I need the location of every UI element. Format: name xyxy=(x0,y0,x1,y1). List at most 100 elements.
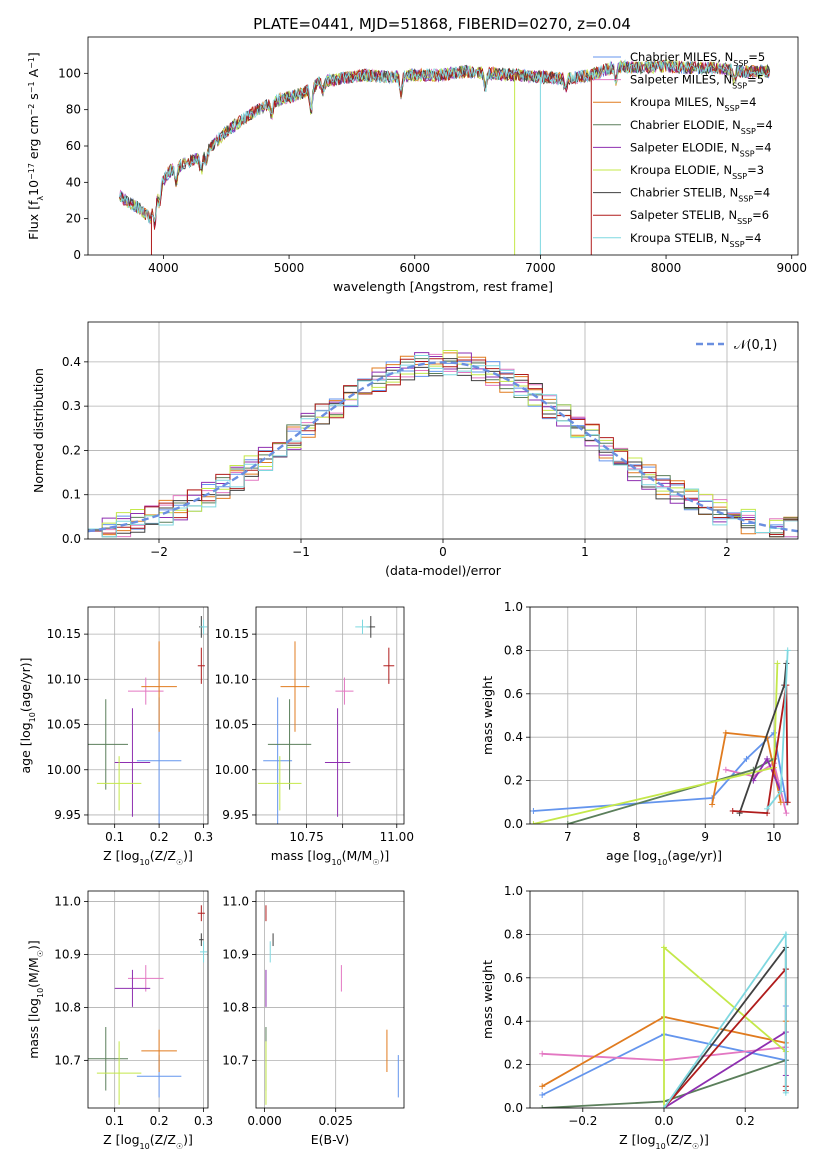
plot-area xyxy=(88,350,798,538)
y-tick-label: 10.00 xyxy=(47,763,81,777)
y-tick-label: 0.6 xyxy=(504,687,523,701)
axes-frame xyxy=(87,36,799,256)
mass-vs-ebv-panel: 0.000 0.025 10.7 10.8 10.9 11.0 E(B-V) xyxy=(222,890,405,1147)
weight-line xyxy=(663,944,787,1108)
legend-entry: Kroupa MILES, NSSP=4 xyxy=(630,95,756,113)
axes-frame xyxy=(529,890,799,1109)
x-tick-label: 0.2 xyxy=(736,1114,755,1128)
errorbar-point xyxy=(200,619,208,635)
x-tick-label: 0.2 xyxy=(150,830,169,844)
x-tick-label: 5000 xyxy=(274,261,305,275)
legend-entry: Chabrier STELIB, NSSP=4 xyxy=(630,186,770,204)
errorbar-point xyxy=(197,647,205,684)
y-tick-label: 10.9 xyxy=(54,948,81,962)
x-tick-label: 0.3 xyxy=(194,1114,213,1128)
legend-entry: Salpeter MILES, NSSP=5 xyxy=(630,73,764,91)
age-vs-mass-panel: 10.75 11.00 9.95 10.00 10.05 10.10 10.15 mass [… xyxy=(215,606,414,867)
errorbar-point xyxy=(383,647,395,684)
plot-area xyxy=(539,931,789,1108)
legend: Chabrier MILES, NSSP=5 Salpeter MILES, NS… xyxy=(593,50,773,248)
axes-frame xyxy=(87,321,799,540)
y-tick-label: 0.8 xyxy=(504,927,523,941)
y-tick-label: 1.0 xyxy=(504,884,523,898)
x-tick-label: 0.025 xyxy=(319,1114,353,1128)
y-tick-label: 0.8 xyxy=(504,643,523,657)
x-tick-label: 8 xyxy=(633,830,641,844)
errorbar-point xyxy=(141,641,177,732)
x-tick-label: 0.000 xyxy=(247,1114,281,1128)
x-tick-label: −0.2 xyxy=(568,1114,597,1128)
errorbar-point xyxy=(114,969,151,1007)
y-tick-label: 40 xyxy=(66,175,81,189)
y-tick-label: 10.8 xyxy=(222,1000,249,1014)
y-tick-label: 0.3 xyxy=(62,399,81,413)
x-tick-label: 0.1 xyxy=(105,830,124,844)
spectrum-panel: 4000 5000 6000 7000 8000 9000 0 20 40 60 80 100 wave… xyxy=(26,36,807,294)
x-tick-label: 0.0 xyxy=(654,1114,673,1128)
legend-entry: Chabrier MILES, NSSP=5 xyxy=(630,50,765,68)
legend-entry: Kroupa ELODIE, NSSP=3 xyxy=(630,163,764,181)
residual-histogram-panel: −2 −1 0 1 2 0.0 0.1 0.2 0.3 0.4 (data-model)/error… xyxy=(31,321,799,578)
y-tick-label: 0.1 xyxy=(62,488,81,502)
age-vs-metallicity-panel: 0.1 0.2 0.3 9.95 10.00 10.05 10.10 10.15 Z [log1… xyxy=(18,606,213,867)
y-tick-label: 9.95 xyxy=(54,808,81,822)
y-axis-label: mass weight xyxy=(480,676,495,755)
mass-vs-metallicity-panel: 0.1 0.2 0.3 10.7 10.8 10.9 11.0 Z [log10(Z/Z☉)]… xyxy=(26,890,213,1151)
y-axis-label: Flux [fλ10−17 erg cm−2 s−1 A−1] xyxy=(26,52,45,240)
y-tick-label: 0.4 xyxy=(504,730,523,744)
x-tick-label: 0.2 xyxy=(150,1114,169,1128)
plot-area xyxy=(119,59,771,255)
errorbar-point xyxy=(267,699,312,790)
x-tick-label: 9000 xyxy=(776,261,807,275)
x-tick-label: 10 xyxy=(766,830,781,844)
errorbar-point xyxy=(128,965,164,992)
errorbar-point xyxy=(335,677,354,705)
errorbar-point xyxy=(280,641,310,732)
x-axis-label: Z [log10(Z/Z☉)] xyxy=(619,1132,709,1151)
y-tick-label: 0.0 xyxy=(504,1101,523,1115)
legend-entry: 𝒩(0,1) xyxy=(734,338,777,353)
legend-entry: Salpeter STELIB, NSSP=6 xyxy=(630,208,769,226)
y-tick-label: 100 xyxy=(58,66,81,80)
y-tick-label: 10.10 xyxy=(215,672,249,686)
y-tick-label: 0.2 xyxy=(504,1058,523,1072)
y-tick-label: 11.0 xyxy=(54,895,81,909)
errorbar-point xyxy=(263,697,293,824)
y-tick-label: 10.7 xyxy=(54,1053,81,1067)
x-tick-label: 0 xyxy=(439,545,447,559)
y-axis-label: age [log10(age/yr)] xyxy=(18,657,37,773)
y-tick-label: 0.4 xyxy=(62,355,81,369)
weight-line xyxy=(738,663,788,814)
y-axis-label: mass weight xyxy=(480,960,495,1039)
errorbar-point xyxy=(258,756,302,811)
y-tick-label: 9.95 xyxy=(222,808,249,822)
x-tick-label: 1 xyxy=(581,545,589,559)
x-tick-label: 7 xyxy=(564,830,572,844)
y-tick-label: 10.05 xyxy=(215,718,249,732)
y-tick-label: 10.8 xyxy=(54,1000,81,1014)
y-axis-label: Normed distribution xyxy=(31,368,46,493)
errorbar-point xyxy=(114,708,151,817)
y-tick-label: 1.0 xyxy=(504,600,523,614)
y-tick-label: 10.15 xyxy=(47,627,81,641)
axes-frame xyxy=(87,890,209,1109)
y-tick-label: 10.05 xyxy=(47,718,81,732)
x-axis-label: E(B-V) xyxy=(311,1132,350,1147)
errorbar-point xyxy=(200,941,208,963)
weight-line xyxy=(533,663,779,824)
weight-line xyxy=(663,1030,787,1108)
y-tick-label: 10.15 xyxy=(215,627,249,641)
x-tick-label: 0.1 xyxy=(105,1114,124,1128)
x-tick-label: 10.75 xyxy=(289,830,323,844)
y-tick-label: 0.4 xyxy=(504,1014,523,1028)
spectrum-line xyxy=(119,59,770,224)
x-axis-label: Z [log10(Z/Z☉)] xyxy=(103,848,193,867)
y-tick-label: 11.0 xyxy=(222,895,249,909)
y-tick-label: 0.6 xyxy=(504,971,523,985)
weight-line xyxy=(732,684,789,815)
weight-vs-age-panel: 7 8 9 10 0.0 0.2 0.4 0.6 0.8 1.0 mass weight age [l… xyxy=(480,600,799,867)
y-tick-label: 10.9 xyxy=(222,948,249,962)
y-axis-label: mass [log10(M/M☉)] xyxy=(26,940,45,1059)
errorbar-point xyxy=(355,619,370,635)
y-tick-label: 10.10 xyxy=(47,672,81,686)
